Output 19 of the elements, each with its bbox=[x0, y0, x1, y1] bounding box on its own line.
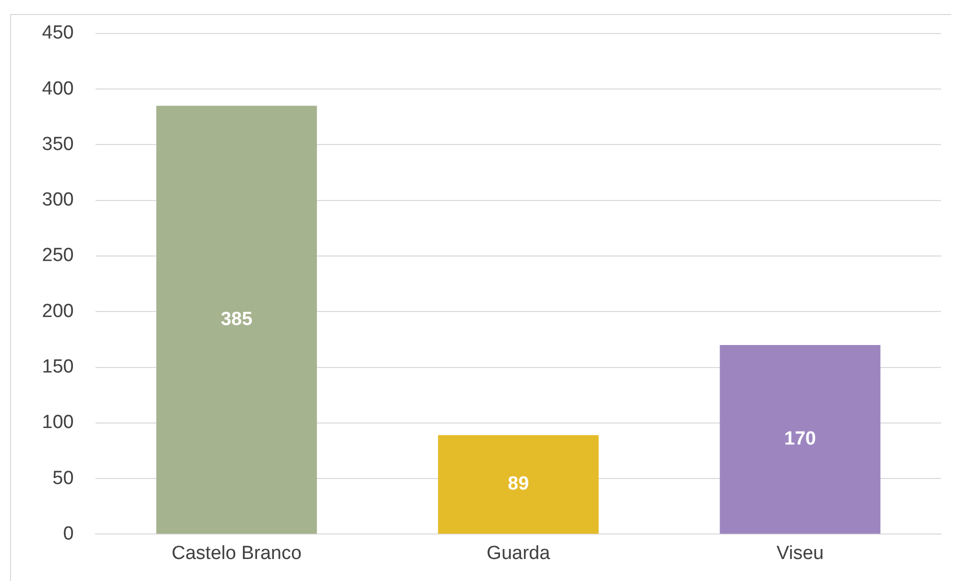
y-tick-label: 400 bbox=[42, 78, 74, 100]
y-tick-label: 350 bbox=[42, 134, 74, 155]
y-tick-label: 300 bbox=[42, 190, 74, 211]
y-tick-label: 150 bbox=[42, 356, 74, 378]
y-tick-label: 200 bbox=[42, 300, 74, 322]
x-tick-label: Castelo Branco bbox=[172, 542, 302, 564]
y-tick-label: 250 bbox=[42, 245, 74, 266]
x-tick-label: Viseu bbox=[776, 542, 824, 564]
x-tick-label: Guarda bbox=[486, 542, 550, 564]
y-tick-label: 100 bbox=[42, 412, 74, 434]
bar bbox=[438, 435, 599, 534]
bar bbox=[720, 345, 880, 534]
data-label: 89 bbox=[508, 474, 529, 495]
data-label: 170 bbox=[784, 428, 816, 450]
y-tick-label: 50 bbox=[52, 468, 74, 489]
y-tick-label: 0 bbox=[63, 523, 74, 544]
data-label: 385 bbox=[220, 308, 253, 330]
y-tick-label: 450 bbox=[42, 22, 74, 44]
bar bbox=[156, 106, 317, 534]
